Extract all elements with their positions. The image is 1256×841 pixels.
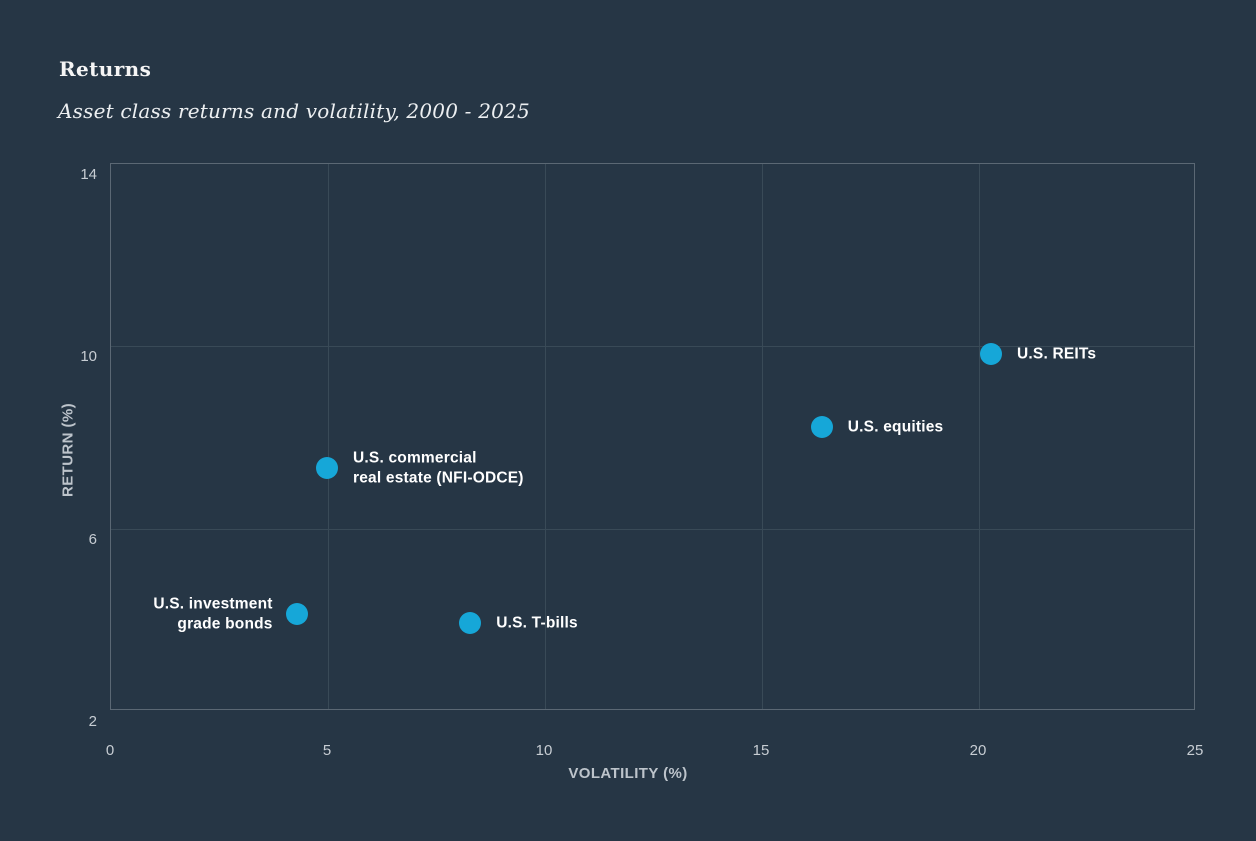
data-point-marker bbox=[980, 343, 1003, 366]
chart-title: Returns bbox=[59, 57, 152, 81]
y-tick-label: 14 bbox=[80, 166, 97, 183]
v-gridline bbox=[328, 164, 329, 709]
x-tick-label: 15 bbox=[752, 742, 770, 759]
h-gridline bbox=[111, 528, 1194, 530]
data-point-marker bbox=[285, 603, 308, 626]
y-tick-label: 2 bbox=[88, 713, 97, 730]
x-tick-label: 0 bbox=[105, 742, 115, 759]
x-tick-label: 5 bbox=[322, 742, 332, 759]
y-axis-title: RETURN (%) bbox=[59, 403, 77, 497]
data-point-label: U.S. commercial real estate (NFI-ODCE) bbox=[353, 449, 524, 487]
data-point-label: U.S. equities bbox=[847, 418, 944, 436]
v-gridline bbox=[979, 164, 980, 709]
data-point-marker bbox=[316, 457, 338, 480]
h-gridline bbox=[111, 346, 1194, 348]
data-point-label: U.S. investment grade bonds bbox=[153, 595, 273, 633]
x-tick-label: 10 bbox=[535, 742, 553, 759]
x-axis-title: VOLATILITY (%) bbox=[568, 765, 688, 782]
v-gridline bbox=[545, 164, 546, 709]
data-point-label: U.S. T-bills bbox=[496, 614, 578, 632]
data-point-label: U.S. REITs bbox=[1017, 345, 1097, 363]
x-tick-label: 20 bbox=[969, 742, 987, 759]
v-gridline bbox=[762, 164, 763, 709]
chart-subtitle: Asset class returns and volatility, 2000… bbox=[58, 99, 530, 123]
x-tick-label: 25 bbox=[1186, 742, 1204, 759]
y-tick-label: 10 bbox=[80, 348, 97, 366]
y-tick-label: 6 bbox=[88, 530, 97, 548]
data-point-marker bbox=[459, 612, 482, 635]
plot-area bbox=[110, 163, 1195, 710]
data-point-marker bbox=[810, 416, 833, 439]
